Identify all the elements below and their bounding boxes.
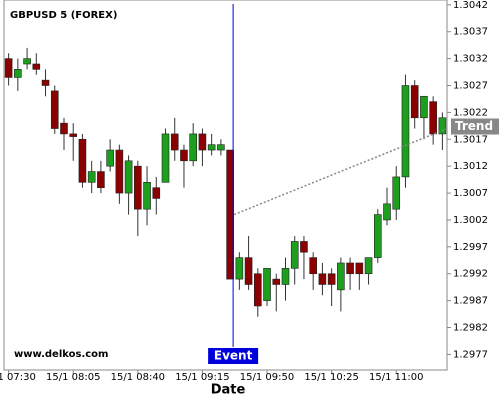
trend-label-box	[451, 118, 499, 135]
y-tick-label: 1.2977	[453, 349, 488, 360]
candle-body	[87, 171, 96, 183]
candle-body	[318, 273, 327, 285]
candle-body	[180, 149, 188, 162]
candle-body	[272, 278, 281, 285]
candle-body	[364, 257, 373, 275]
candle-body	[134, 165, 142, 210]
x-axis-label: Date	[211, 383, 246, 398]
candle-body	[410, 85, 419, 119]
candle-body	[254, 273, 262, 307]
candle-body	[97, 171, 105, 188]
candle-body	[383, 203, 391, 221]
y-tick-label: 1.3042	[453, 0, 488, 11]
y-tick-label: 1.3002	[453, 215, 488, 226]
candle-body	[244, 257, 253, 285]
candle-body	[143, 182, 151, 210]
chart-title: GBPUSD 5 (FOREX)	[10, 10, 117, 21]
x-tick-label: 15/1 08:05	[46, 372, 100, 383]
trend-label: Trend	[455, 119, 493, 133]
candle-body	[290, 241, 299, 269]
candle-body	[217, 144, 225, 151]
event-label-box	[208, 348, 259, 364]
candle-body	[392, 176, 401, 210]
y-tick-label: 1.3027	[453, 81, 488, 92]
candle-body	[106, 149, 114, 167]
candle-body	[69, 133, 78, 137]
candle-body	[14, 69, 22, 78]
watermark: www.delkos.com	[14, 349, 108, 360]
y-tick-label: 1.2982	[453, 323, 488, 334]
candle-body	[41, 79, 50, 86]
candle-body	[226, 149, 234, 280]
candle-body	[207, 144, 216, 151]
candle-body	[429, 101, 437, 135]
y-tick-label: 1.3007	[453, 188, 488, 199]
candle-body	[401, 85, 410, 178]
candle-body	[50, 90, 59, 129]
candle-body	[161, 133, 170, 183]
x-tick-label: 15/1 09:15	[175, 372, 229, 383]
x-tick-label: 15/1 08:40	[111, 372, 165, 383]
x-tick-label: 15/1 10:25	[304, 372, 358, 383]
candle-body	[60, 122, 68, 135]
candle-body	[115, 149, 124, 194]
candle-body	[373, 214, 382, 258]
y-tick-label: 1.3017	[453, 134, 488, 145]
candle-body	[346, 262, 354, 275]
candle-body	[420, 95, 428, 119]
candle-body	[4, 58, 13, 78]
y-tick-label: 1.3037	[453, 27, 488, 38]
plot-frame	[3, 0, 448, 371]
candle-body	[170, 133, 179, 151]
y-tick-label: 1.3012	[453, 161, 488, 172]
candle-body	[281, 268, 290, 285]
candle-body	[189, 133, 197, 162]
candle-body	[309, 257, 317, 275]
candle-body	[32, 63, 41, 70]
candle-body	[23, 58, 31, 65]
event-label: Event	[214, 349, 253, 363]
candle-body	[327, 273, 336, 285]
candle-body	[78, 138, 87, 183]
candle-body	[235, 257, 244, 280]
candle-body	[355, 262, 364, 275]
y-tick-label: 1.2987	[453, 296, 488, 307]
x-tick-label: 15/1 09:50	[240, 372, 294, 383]
y-tick-label: 1.2997	[453, 242, 488, 253]
candle-body	[438, 117, 447, 135]
candle-body	[263, 268, 271, 301]
x-tick-label: 15/1 07:30	[0, 372, 36, 383]
candle-body	[152, 187, 161, 199]
candle-body	[124, 160, 133, 194]
y-tick-label: 1.3022	[453, 107, 488, 118]
y-tick-label: 1.2992	[453, 269, 488, 280]
y-tick-label: 1.3032	[453, 54, 488, 65]
candle-body	[337, 262, 345, 291]
candle-body	[198, 133, 207, 151]
x-tick-label: 15/1 11:00	[369, 372, 423, 383]
candle-body	[300, 241, 308, 253]
